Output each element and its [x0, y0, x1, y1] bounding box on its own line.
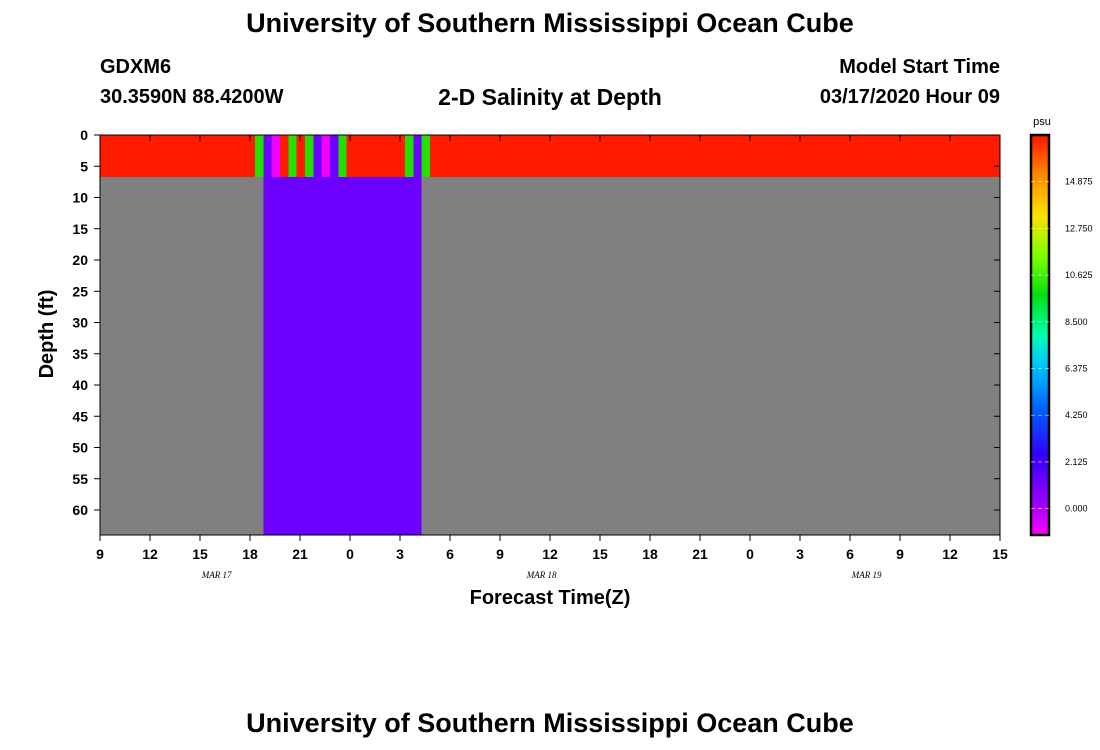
- heatmap-cell: [413, 135, 422, 177]
- heatmap-cell: [100, 135, 255, 177]
- x-tick-label: 9: [496, 546, 504, 562]
- y-tick-label: 50: [72, 440, 88, 456]
- y-tick-label: 55: [72, 471, 88, 487]
- month-label: MAR 18: [526, 570, 557, 580]
- footer-title: University of Southern Mississippi Ocean…: [246, 708, 854, 738]
- heatmap-cell: [263, 176, 422, 535]
- colorbar-tick-label: 10.625: [1065, 270, 1093, 280]
- x-tick-label: 12: [542, 546, 558, 562]
- heatmap-cell: [255, 135, 264, 177]
- heatmap-cell: [263, 135, 272, 177]
- x-tick-label: 18: [642, 546, 658, 562]
- month-label: MAR 17: [201, 570, 232, 580]
- colorbar-tick-label: 6.375: [1065, 364, 1088, 374]
- x-axis: 9 12 15 18 21 0 3 6 9 12 15 18 21 0 3 6 9 12 15 MAR 17 MAR 1…: [96, 135, 1008, 580]
- y-tick-label: 20: [72, 252, 88, 268]
- colorbar-tick-label: 14.875: [1065, 177, 1093, 187]
- x-tick-label: 21: [692, 546, 708, 562]
- colorbar-tick-label: 4.250: [1065, 410, 1088, 420]
- heatmap-cell: [100, 176, 264, 535]
- y-tick-label: 60: [72, 502, 88, 518]
- colorbar-scale: [1029, 133, 1051, 537]
- y-tick-label: 30: [72, 315, 88, 331]
- heatmap-cell: [330, 135, 339, 177]
- x-axis-label: Forecast Time(Z): [470, 587, 631, 609]
- heatmap-cell: [288, 135, 297, 177]
- x-tick-label: 3: [796, 546, 804, 562]
- station-location: 30.3590N 88.4200W: [100, 86, 284, 108]
- x-tick-label: 21: [292, 546, 308, 562]
- y-tick-label: 15: [72, 221, 88, 237]
- x-tick-label: 15: [592, 546, 608, 562]
- x-tick-label: 15: [992, 546, 1008, 562]
- heatmap-cell: [280, 135, 289, 177]
- page-title: University of Southern Mississippi Ocean…: [246, 8, 854, 38]
- x-tick-label: 3: [396, 546, 404, 562]
- heatmap-cell: [338, 135, 347, 177]
- colorbar-tick-label: 12.750: [1065, 223, 1093, 233]
- colorbar-tick-label: 8.500: [1065, 317, 1088, 327]
- heatmap-cell: [271, 135, 280, 177]
- heatmap-cell: [305, 135, 314, 177]
- month-label: MAR 19: [851, 570, 882, 580]
- x-tick-label: 15: [192, 546, 208, 562]
- heatmap-cell: [313, 135, 322, 177]
- y-tick-label: 0: [80, 127, 88, 143]
- x-tick-label: 12: [142, 546, 158, 562]
- y-tick-label: 45: [72, 408, 88, 424]
- heatmap-cell: [321, 135, 330, 177]
- station-id: GDXM6: [100, 56, 172, 78]
- x-tick-label: 9: [896, 546, 904, 562]
- colorbar-tick-label: 2.125: [1065, 457, 1088, 467]
- x-tick-label: 18: [242, 546, 258, 562]
- heatmap-cell: [405, 135, 414, 177]
- model-start-label: Model Start Time: [839, 56, 1000, 78]
- x-tick-label: 0: [346, 546, 354, 562]
- colorbar-unit: psu: [1033, 116, 1051, 128]
- heatmap-cell: [346, 135, 405, 177]
- x-tick-label: 12: [942, 546, 958, 562]
- colorbar: 0.000 2.125 4.250 6.375 8.500 10.625 12.750 14.…: [1029, 133, 1093, 537]
- x-tick-label: 6: [846, 546, 854, 562]
- y-axis-label: Depth (ft): [36, 290, 58, 379]
- x-tick-label: 9: [96, 546, 104, 562]
- y-tick-label: 40: [72, 377, 88, 393]
- heatmap-cell: [430, 135, 1000, 177]
- heatmap-cell: [421, 135, 430, 177]
- x-tick-label: 0: [746, 546, 754, 562]
- y-tick-label: 25: [72, 283, 88, 299]
- y-axis: 0 5 10 15 20 25 30 35 40 45 50 55 60: [72, 127, 1000, 518]
- x-tick-label: 6: [446, 546, 454, 562]
- y-tick-label: 5: [80, 158, 88, 174]
- y-tick-label: 35: [72, 346, 88, 362]
- heatmap-cell: [421, 176, 1001, 535]
- heatmap-cells: [100, 135, 1001, 535]
- colorbar-tick-label: 0.000: [1065, 504, 1088, 514]
- model-start-value: 03/17/2020 Hour 09: [819, 86, 1000, 108]
- y-tick-label: 10: [72, 190, 88, 206]
- heatmap-cell: [296, 135, 305, 177]
- chart-subtitle: 2-D Salinity at Depth: [438, 84, 662, 110]
